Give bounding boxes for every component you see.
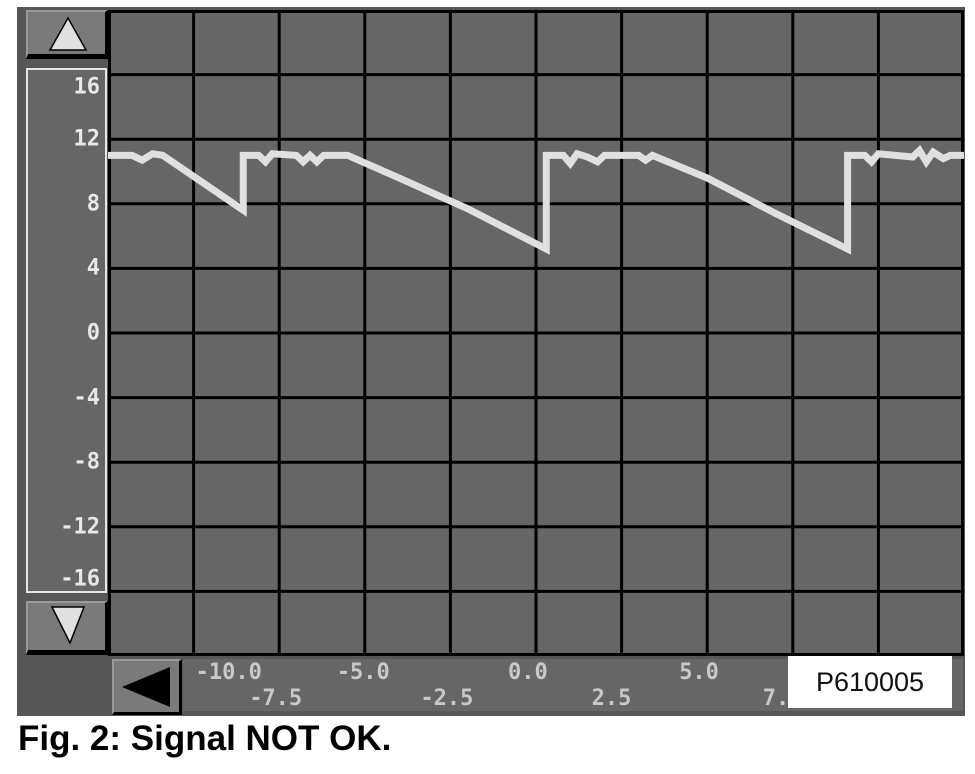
y-axis-scale bbox=[26, 68, 107, 593]
x-tick-label: 0.0 bbox=[508, 660, 548, 685]
x-tick-label: -2.5 bbox=[420, 686, 474, 711]
x-tick-label: 5.0 bbox=[679, 660, 719, 685]
scroll-up-button[interactable] bbox=[26, 10, 108, 59]
scroll-left-button[interactable] bbox=[112, 659, 182, 715]
triangle-up-icon bbox=[48, 16, 88, 51]
y-tick-label: 0 bbox=[86, 320, 100, 346]
triangle-left-icon bbox=[122, 667, 170, 707]
y-tick-label: -8 bbox=[73, 449, 101, 475]
image-id-label: P610005 bbox=[788, 656, 952, 708]
plot-area bbox=[108, 10, 964, 656]
y-tick-label: -4 bbox=[73, 385, 101, 411]
signal-trace bbox=[108, 144, 964, 255]
y-tick-label: 4 bbox=[86, 255, 100, 281]
scroll-down-button[interactable] bbox=[26, 601, 108, 655]
y-tick-label: 8 bbox=[86, 191, 100, 217]
y-tick-label: 16 bbox=[73, 74, 101, 100]
x-tick-label: -10.0 bbox=[195, 660, 262, 685]
x-tick-label: 2.5 bbox=[591, 686, 632, 711]
triangle-down-icon bbox=[50, 606, 86, 645]
y-tick-label: -16 bbox=[60, 566, 100, 592]
x-tick-label: -5.0 bbox=[336, 660, 390, 685]
x-tick-label: -7.5 bbox=[249, 686, 303, 711]
figure-caption: Fig. 2: Signal NOT OK. bbox=[18, 719, 392, 758]
y-tick-label: 12 bbox=[73, 126, 101, 152]
y-tick-label: -12 bbox=[60, 514, 100, 540]
